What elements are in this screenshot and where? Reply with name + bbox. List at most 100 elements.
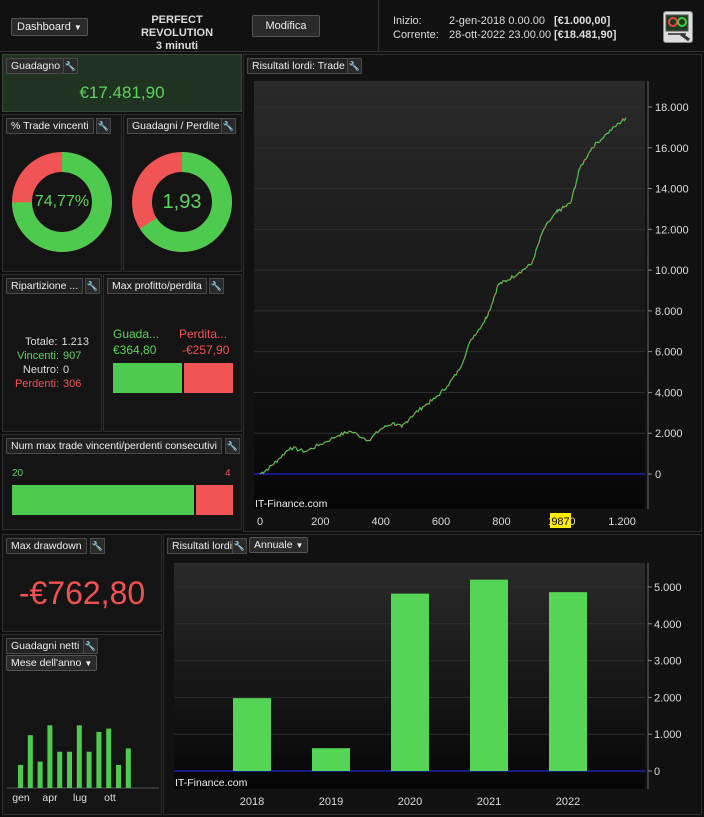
chevron-down-icon: ▼: [295, 541, 304, 550]
consec-win-bar: [12, 485, 195, 515]
month-period-dropdown[interactable]: Mese dell'anno ▼: [6, 655, 98, 671]
x-tick-label: 2021: [477, 796, 501, 808]
monthly-panel: Guadagni netti 🔧 Mese dell'anno ▼ gen apr l…: [2, 634, 162, 815]
maxpl-gain-value: €364,80: [113, 343, 157, 357]
edit-button[interactable]: Modifica: [252, 15, 320, 37]
monthly-title: Guadagni netti: [6, 638, 85, 654]
gain-title: Guadagno: [6, 58, 66, 74]
wrench-icon[interactable]: 🔧: [96, 118, 111, 134]
win-pct-title: % Trade vincenti: [6, 118, 94, 134]
chevron-down-icon: ▼: [73, 23, 82, 32]
annual-period-dropdown[interactable]: Annuale ▼: [249, 537, 309, 553]
current-value: [€18.481,90]: [554, 29, 617, 41]
y-tick-label: 8.000: [655, 306, 683, 318]
wrench-icon[interactable]: 🔧: [63, 58, 78, 74]
x-tick-label: 1.200: [608, 516, 636, 528]
win-value: 907: [63, 350, 82, 362]
annual-chart[interactable]: 5.000 4.000 3.000 2.000 1.000 0 2018 2019 2020 2…: [164, 535, 702, 815]
x-tick-label: 800: [492, 516, 510, 528]
total-value: 1.213: [61, 336, 89, 348]
y-tick-label: 2.000: [654, 692, 682, 704]
x-tick-label: ott: [104, 792, 116, 804]
gain-value: €17.481,90: [79, 83, 165, 102]
max-profit-loss-panel: Max profitto/perdita 🔧 Guada... Perdita.…: [103, 274, 242, 432]
divider: [378, 0, 379, 52]
consec-loss-bar: [196, 485, 233, 515]
monthly-bar: [96, 731, 102, 788]
plot-area: [254, 81, 645, 509]
consecutive-panel: Num max trade vincenti/perdenti consecut…: [2, 434, 242, 530]
x-tick-label: 2019: [319, 796, 343, 808]
drawdown-value: -€762,80: [18, 575, 146, 611]
annual-bar: [233, 698, 271, 771]
wrench-icon[interactable]: 🔧: [90, 538, 105, 554]
maxpl-loss-bar: [184, 363, 233, 393]
annual-panel: Risultati lordi 🔧 Annuale ▼ 5.000 4.000 3.0…: [163, 534, 702, 815]
consec-wins: 20: [12, 468, 24, 479]
annual-bar: [312, 748, 350, 771]
equity-chart[interactable]: 18.000 16.000 14.000 12.000 10.000 8.000 6.000…: [244, 55, 702, 532]
monthly-bar: [57, 751, 63, 788]
monthly-bar: [76, 725, 82, 788]
wrench-icon[interactable]: 🔧: [221, 118, 236, 134]
y-tick-label: 18.000: [655, 102, 689, 114]
wrench-icon[interactable]: 🔧: [347, 58, 362, 74]
drawdown-title: Max drawdown: [6, 538, 87, 554]
total-label: Totale:: [25, 336, 58, 348]
x-tick-label: 400: [372, 516, 390, 528]
x-tick-label: 200: [311, 516, 329, 528]
month-period-label: Mese dell'anno: [11, 657, 82, 669]
y-tick-label: 16.000: [655, 143, 689, 155]
wrench-icon[interactable]: 🔧: [225, 438, 240, 454]
gain-loss-donut: [132, 152, 232, 252]
x-tick-label: 2020: [398, 796, 422, 808]
y-tick-label: 14.000: [655, 184, 689, 196]
win-label: Vincenti:: [17, 350, 59, 362]
wrench-icon[interactable]: 🔧: [232, 538, 247, 554]
y-tick-label: 6.000: [655, 347, 683, 359]
breakdown-panel: Ripartizione ... 🔧 Totale: 1.213 Vincenti…: [2, 274, 102, 432]
maxpl-gain-bar: [113, 363, 183, 393]
y-tick-label: 4.000: [655, 387, 683, 399]
gain-loss-panel: Guadagni / Perdite 🔧 1,93: [123, 114, 242, 272]
x-tick-label: lug: [73, 792, 87, 804]
maxpl-loss-value: -€257,90: [182, 343, 230, 357]
top-bar: Dashboard ▼ PERFECT REVOLUTION 3 minuti M…: [0, 0, 704, 52]
system-timeframe: 3 minuti: [155, 40, 199, 52]
monthly-bar: [37, 761, 43, 788]
monthly-bar: [18, 764, 23, 788]
dashboard-dropdown[interactable]: Dashboard ▼: [11, 18, 88, 36]
y-tick-label: 2.000: [655, 428, 683, 440]
dashboard-label: Dashboard: [17, 21, 71, 33]
equity-panel: Risultati lordi: Trade 🔧 18.000 16.000 14.…: [243, 54, 702, 532]
x-tick-label: 2018: [240, 796, 264, 808]
start-value: [€1.000,00]: [554, 15, 611, 27]
wrench-icon[interactable]: 🔧: [209, 278, 224, 294]
equity-line: [259, 117, 627, 475]
y-tick-label: 4.000: [654, 619, 682, 631]
monthly-chart[interactable]: gen apr lug ott: [3, 635, 162, 815]
win-pct-value: 74,77%: [34, 193, 90, 210]
consec-title: Num max trade vincenti/perdenti consecut…: [6, 438, 223, 454]
settings-dashboard-icon[interactable]: [663, 11, 693, 43]
monthly-bar: [47, 725, 53, 788]
win-pct-panel: % Trade vincenti 🔧 74,77%: [2, 114, 122, 272]
annual-bar: [391, 593, 429, 771]
neutral-label: Neutro:: [22, 364, 59, 376]
gain-loss-title: Guadagni / Perdite: [127, 118, 225, 134]
loss-label: Perdenti:: [14, 378, 59, 390]
y-tick-label: 0: [655, 469, 661, 481]
monthly-bar: [106, 728, 112, 788]
equity-watermark: IT-Finance.com: [255, 498, 328, 510]
wrench-icon[interactable]: 🔧: [83, 638, 98, 654]
drawdown-panel: Max drawdown 🔧 -€762,80: [2, 534, 162, 632]
x-tick-label: 2022: [556, 796, 580, 808]
y-tick-label: 5.000: [654, 582, 682, 594]
x-tick-label: gen: [12, 792, 30, 804]
chevron-down-icon: ▼: [84, 659, 93, 668]
y-tick-label: 10.000: [655, 265, 689, 277]
neutral-value: 0: [63, 364, 70, 376]
y-tick-label: 12.000: [655, 224, 689, 236]
gain-panel: Guadagno 🔧 €17.481,90: [2, 54, 242, 112]
wrench-icon[interactable]: 🔧: [85, 278, 100, 294]
